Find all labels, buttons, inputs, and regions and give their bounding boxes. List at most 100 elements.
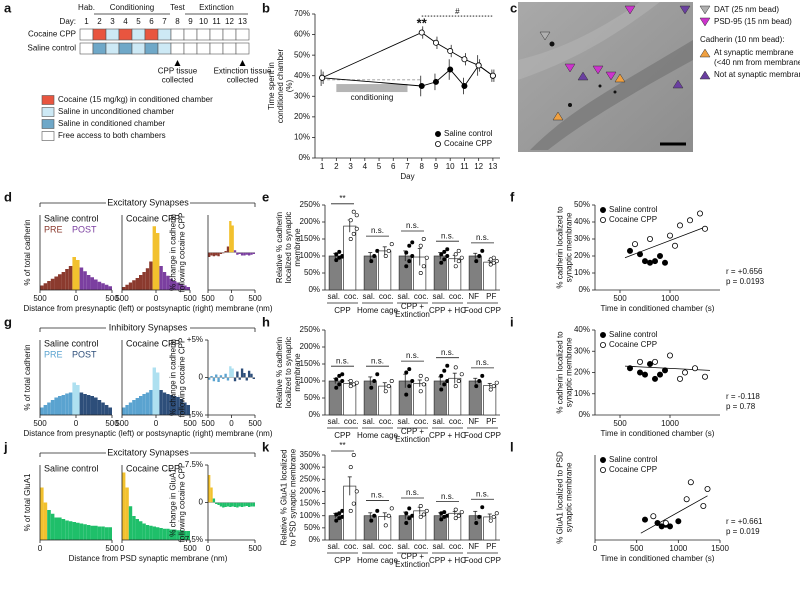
histogram-bar xyxy=(215,374,218,378)
data-point xyxy=(348,465,353,470)
histogram-bar xyxy=(40,285,44,290)
histogram-bar xyxy=(68,392,73,415)
schedule-cell xyxy=(170,42,185,55)
y-tick-label: 40% xyxy=(574,325,590,334)
group-label: CPP xyxy=(334,556,350,565)
day-number: 5 xyxy=(136,17,141,26)
histogram-bar xyxy=(226,377,230,381)
x-tick-label: 500 xyxy=(630,544,644,553)
histogram-bar xyxy=(173,396,177,415)
data-point xyxy=(354,380,359,385)
data-point xyxy=(652,375,659,382)
data-point xyxy=(351,209,356,214)
histogram-bar xyxy=(125,487,129,540)
histogram-bar xyxy=(86,395,91,415)
histogram-bar xyxy=(108,527,112,540)
group-label: CPP + Extinction xyxy=(395,552,430,569)
y-tick-label: 0% xyxy=(298,153,310,162)
x-tick-label: 0 xyxy=(593,544,598,553)
histogram-bar xyxy=(166,394,170,415)
data-point xyxy=(442,257,447,262)
x-tick-label: coc. xyxy=(414,292,429,301)
data-point xyxy=(407,367,412,372)
day-number: 7 xyxy=(162,17,167,26)
x-tick-label: 8 xyxy=(420,162,425,171)
series-label: POST xyxy=(72,224,97,234)
histogram-bar xyxy=(101,283,105,290)
micrograph xyxy=(518,2,693,152)
histogram-bar xyxy=(68,521,73,540)
panel-label: c xyxy=(510,0,517,15)
histogram-bar xyxy=(219,502,223,507)
data-point xyxy=(488,257,493,262)
y-tick-label: 200% xyxy=(300,342,320,351)
histogram-bar xyxy=(65,393,69,415)
x-tick-label: 4 xyxy=(363,162,368,171)
day-number: 13 xyxy=(238,17,247,26)
histogram-bar xyxy=(135,519,139,540)
series-label: POST xyxy=(72,349,97,359)
histogram-bar xyxy=(233,502,237,507)
histogram-bar xyxy=(104,527,109,540)
legend-swatch xyxy=(41,119,55,129)
x-tick-label: PF xyxy=(486,292,496,301)
data-point xyxy=(650,513,657,520)
panel-label: l xyxy=(510,439,514,454)
data-point xyxy=(453,264,458,269)
data-point xyxy=(389,378,394,383)
histogram-bar xyxy=(229,502,232,507)
data-point xyxy=(687,479,694,486)
histogram-bar xyxy=(243,373,246,378)
histogram-bar xyxy=(72,522,76,540)
legend-label: Saline in unconditioned chamber xyxy=(58,107,174,116)
period-bar xyxy=(336,84,408,93)
sig-star: ** xyxy=(417,16,428,31)
legend-label: Cocaine CPP xyxy=(609,215,657,224)
data-point xyxy=(432,78,439,85)
histogram-bar xyxy=(238,502,241,507)
group-label: Home cage xyxy=(357,556,398,565)
y-tick-label: -5% xyxy=(189,410,203,419)
data-point xyxy=(642,258,649,265)
data-point xyxy=(453,516,458,521)
histogram-bar xyxy=(50,513,55,540)
schedule-cell xyxy=(144,28,159,41)
histogram-bar xyxy=(101,402,105,415)
histogram-bar xyxy=(61,395,66,415)
y-axis-label: % change in GluA1following cocaine CPP xyxy=(169,463,187,543)
x-tick-label: 500 xyxy=(613,419,627,428)
x-tick-label: 2 xyxy=(334,162,339,171)
x-tick-label: 1000 xyxy=(669,544,687,553)
histogram-bar xyxy=(173,529,177,540)
x-tick-label: 0 xyxy=(74,419,79,428)
histogram-bar xyxy=(238,377,241,380)
histogram-bar xyxy=(245,377,248,381)
data-point xyxy=(667,232,674,239)
group-title: Excitatory Synapses xyxy=(107,447,189,457)
phase-label: Hab. xyxy=(78,3,95,12)
data-point xyxy=(404,264,409,269)
histogram-bar xyxy=(162,272,167,290)
x-tick-label: 7 xyxy=(405,162,410,171)
y-tick-label: 7.5% xyxy=(185,460,203,469)
x-tick-label: 12 xyxy=(474,162,483,171)
histogram-bar xyxy=(125,284,129,290)
data-point xyxy=(351,231,356,236)
schedule-cell xyxy=(131,42,146,55)
panel-label: i xyxy=(510,314,514,329)
histogram-bar xyxy=(79,267,84,290)
x-tick-label: 0 xyxy=(229,419,234,428)
data-point xyxy=(704,485,711,492)
histogram-bar xyxy=(224,251,227,253)
data-point xyxy=(410,254,415,259)
data-point xyxy=(697,210,704,217)
histogram-bar xyxy=(250,252,253,255)
x-tick-label: 0 xyxy=(74,294,79,303)
y-tick-label: 0% xyxy=(308,535,320,544)
x-tick-label: sal. xyxy=(363,292,375,301)
annotation: ** xyxy=(339,194,345,203)
histogram-bar xyxy=(240,368,244,378)
histogram-bar xyxy=(65,269,69,290)
histogram-bar xyxy=(162,392,167,415)
y-tick-label: 150% xyxy=(300,234,320,243)
